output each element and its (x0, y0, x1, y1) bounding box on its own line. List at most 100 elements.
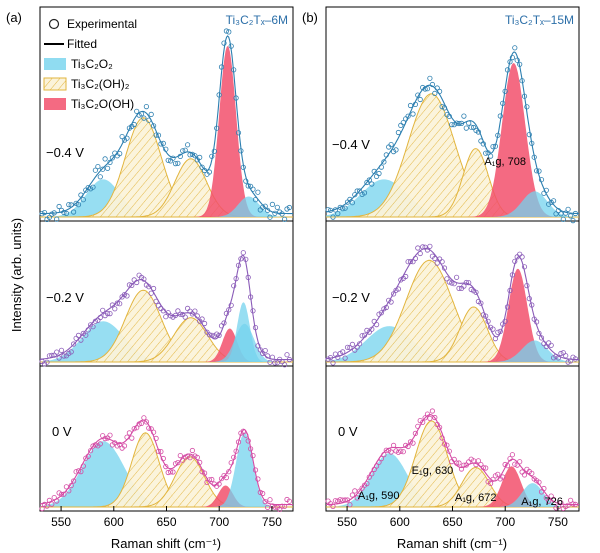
experimental-point (44, 359, 50, 365)
experimental-point (197, 154, 203, 160)
experimental-point (519, 469, 525, 475)
experimental-point (533, 319, 540, 325)
panel-b-x-ticks: 550 600 650 700 750 (337, 506, 568, 529)
experimental-point (83, 332, 89, 338)
experimental-point (245, 183, 251, 189)
experimental-point (519, 78, 525, 84)
experimental-point (461, 462, 467, 468)
experimental-point (490, 476, 496, 482)
experimental-point (90, 324, 96, 330)
experimental-point (39, 211, 45, 217)
stack-2 (325, 408, 579, 511)
experimental-point (567, 213, 574, 219)
experimental-point (286, 498, 292, 504)
experimental-point (240, 250, 246, 256)
experimental-point (449, 280, 455, 286)
experimental-point (521, 93, 528, 99)
experimental-point (352, 488, 358, 494)
experimental-point (267, 497, 273, 503)
experimental-point (340, 206, 346, 212)
peak-4 (40, 323, 293, 362)
experimental-point (420, 419, 426, 425)
legend-ti3c2o2-swatch (44, 58, 66, 70)
experimental-point (538, 177, 545, 183)
experimental-point (395, 449, 401, 455)
experimental-point (359, 333, 365, 339)
experimental-point (151, 429, 157, 435)
experimental-point (284, 352, 290, 358)
experimental-point (141, 415, 147, 421)
experimental-point (483, 465, 489, 471)
experimental-point (570, 218, 576, 224)
experimental-point (412, 430, 418, 436)
experimental-point (255, 476, 261, 482)
experimental-point (39, 505, 45, 512)
experimental-point (480, 312, 486, 318)
legend-ti3c2oh2-label: Ti₃C₂(OH)₂ (71, 77, 130, 91)
experimental-point (274, 204, 280, 210)
experimental-point (95, 164, 101, 170)
experimental-point (170, 155, 176, 161)
experimental-point (272, 360, 278, 366)
experimental-point (550, 198, 557, 204)
experimental-point (400, 449, 406, 455)
experimental-point (165, 469, 171, 476)
experimental-point (456, 460, 462, 466)
experimental-point (403, 273, 409, 280)
experimental-point (117, 441, 123, 448)
panel-b-stack-3-label: 0 V (338, 424, 358, 439)
experimental-point (458, 466, 465, 472)
panel-a-label: (a) (6, 10, 22, 25)
experimental-point (153, 298, 159, 304)
experimental-point (168, 469, 174, 475)
experimental-point (446, 448, 452, 454)
experimental-point (475, 129, 481, 135)
experimental-point (352, 192, 358, 198)
experimental-point (325, 498, 331, 504)
experimental-point (175, 160, 181, 166)
experimental-point (85, 453, 91, 459)
experimental-point (172, 161, 179, 167)
experimental-point (565, 359, 571, 365)
panel-b-annotations: A₁g, 708 A₁g, 590 E₁g, 630 A₁g, 672 A₁g, 726 (358, 156, 563, 508)
experimental-point (192, 308, 198, 314)
x-tick-label-2: 650 (442, 515, 462, 529)
peak-3 (326, 63, 579, 217)
experimental-point (228, 460, 234, 466)
experimental-point (262, 498, 268, 505)
experimental-point (502, 318, 508, 324)
experimental-point (148, 426, 154, 432)
experimental-point (63, 484, 70, 490)
experimental-point (335, 211, 341, 217)
experimental-point (434, 85, 440, 91)
experimental-point (453, 460, 460, 466)
experimental-point (61, 353, 67, 359)
experimental-point (366, 177, 372, 183)
experimental-point (68, 202, 74, 208)
experimental-point (92, 318, 99, 324)
experimental-point (194, 454, 200, 460)
experimental-point (560, 216, 566, 222)
experimental-point (129, 435, 135, 441)
experimental-point (436, 88, 443, 95)
experimental-point (209, 153, 215, 159)
experimental-point (342, 205, 348, 211)
experimental-point (492, 335, 498, 342)
experimental-point (332, 498, 338, 504)
experimental-point (512, 258, 518, 264)
experimental-point (354, 344, 360, 350)
experimental-point (197, 459, 203, 465)
experimental-point (398, 448, 404, 454)
experimental-point (163, 463, 169, 470)
experimental-point (272, 210, 278, 216)
experimental-point (90, 443, 96, 449)
experimental-point (175, 459, 181, 466)
experimental-point (543, 187, 549, 193)
experimental-point (536, 330, 542, 336)
experimental-point (66, 202, 72, 208)
experimental-point (221, 40, 227, 46)
x-tick-label-0: 550 (51, 515, 71, 529)
experimental-point (189, 447, 195, 454)
experimental-point (504, 67, 511, 73)
experimental-point (473, 289, 479, 295)
